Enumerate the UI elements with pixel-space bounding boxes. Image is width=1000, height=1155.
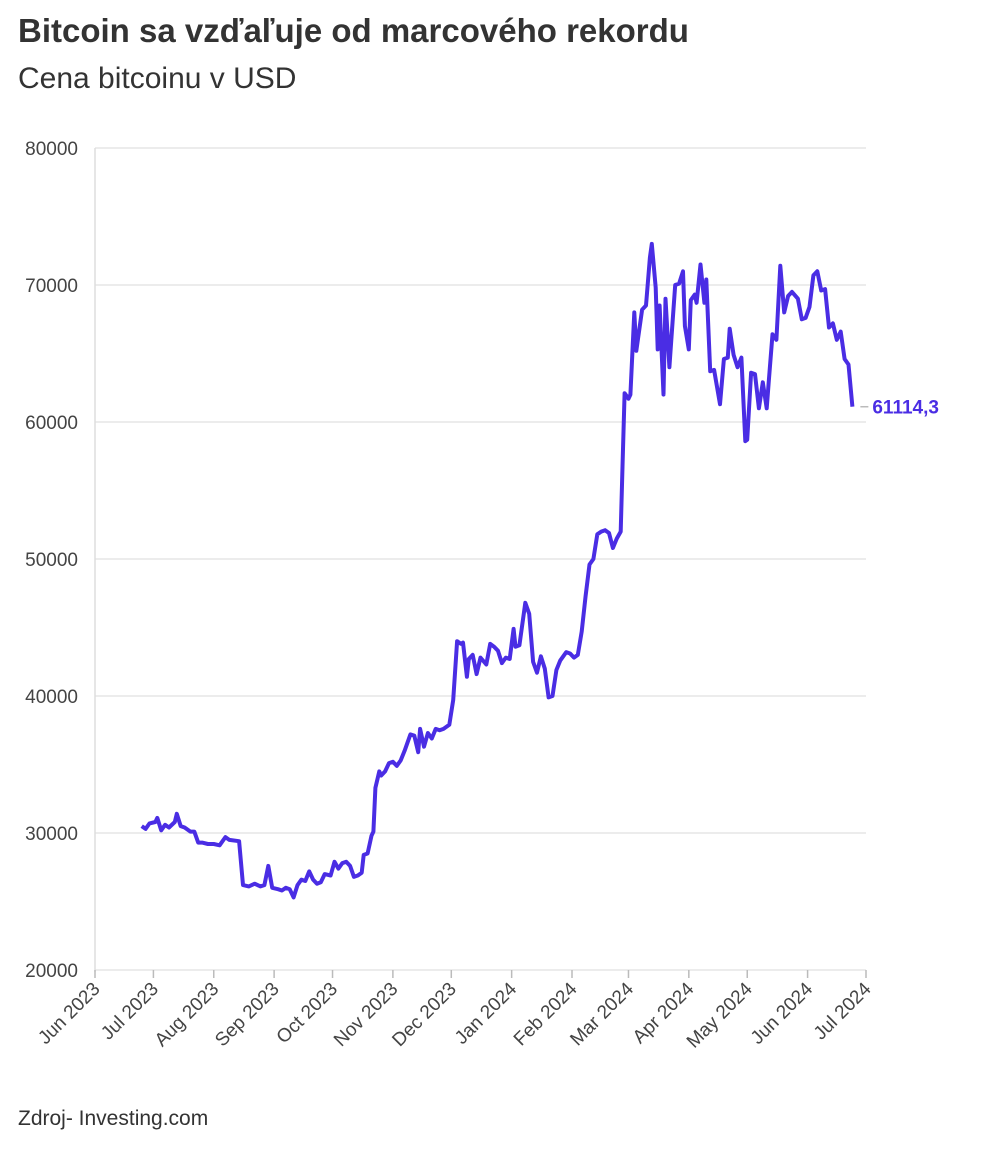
y-tick-label: 30000 (25, 824, 78, 845)
chart-title: Bitcoin sa vzďaľuje od marcového rekordu (18, 12, 689, 49)
y-tick-label: 60000 (25, 413, 78, 434)
x-tick-label: Dec 2023 (388, 979, 460, 1051)
x-tick-label: Aug 2023 (151, 979, 223, 1051)
x-tick-label: Jan 2024 (451, 978, 521, 1048)
x-tick-label: Jul 2024 (810, 978, 876, 1044)
x-tick-label: Jun 2024 (747, 978, 817, 1048)
source-note: Zdroj- Investing.com (18, 1107, 208, 1130)
x-tick-label: Jun 2023 (34, 979, 104, 1049)
y-tick-label: 20000 (25, 961, 78, 982)
end-label: 61114,3 (872, 398, 939, 419)
y-tick-label: 80000 (25, 139, 78, 160)
chart-subtitle: Cena bitcoinu v USD (18, 62, 296, 95)
y-tick-label: 40000 (25, 687, 78, 708)
y-tick-label: 70000 (25, 276, 78, 297)
y-tick-label: 50000 (25, 550, 78, 571)
price-line (140, 241, 855, 900)
x-tick-label: Sep 2023 (211, 979, 283, 1051)
